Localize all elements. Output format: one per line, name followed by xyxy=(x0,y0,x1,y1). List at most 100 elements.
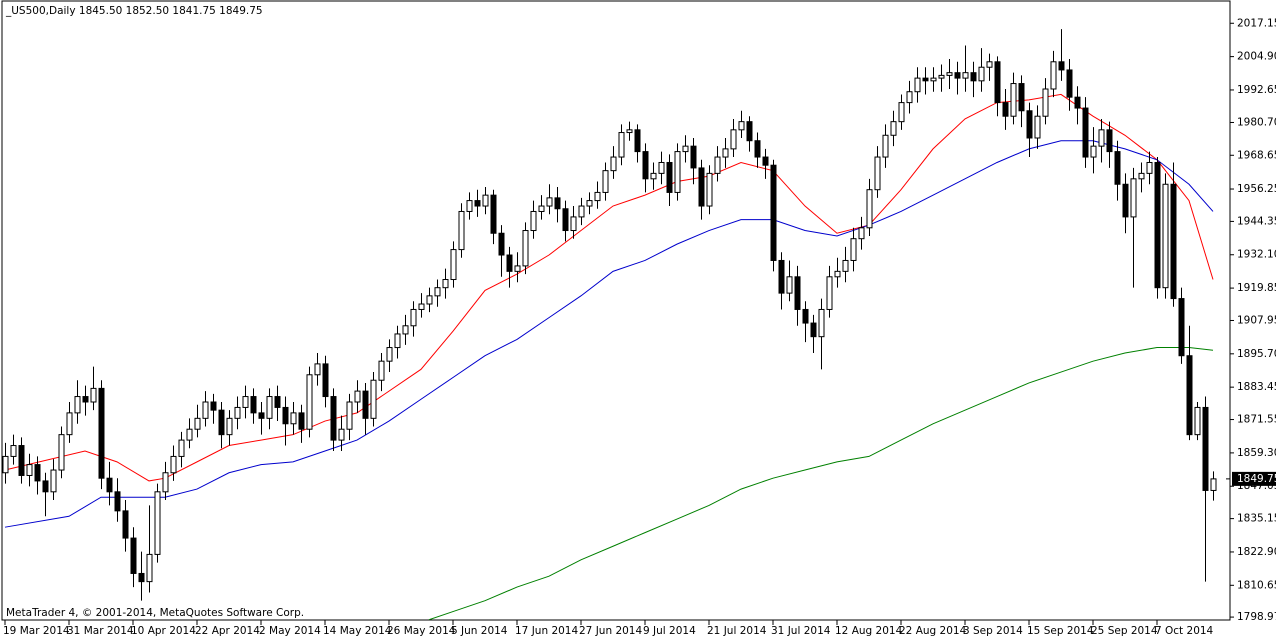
candle-body xyxy=(994,61,1001,104)
candle-body xyxy=(58,434,65,471)
y-tick-label: 1895.70 xyxy=(1237,348,1276,360)
candle-body xyxy=(162,472,169,493)
candle-body xyxy=(290,412,297,425)
y-tick-label: 1835.15 xyxy=(1237,513,1276,525)
candle-body xyxy=(1186,355,1193,436)
x-tick-label: 27 Jun 2014 xyxy=(579,625,642,637)
candle-body xyxy=(1042,88,1049,117)
candle-body xyxy=(882,134,889,158)
candle-body xyxy=(178,439,185,457)
candle-body xyxy=(666,161,673,193)
candle-body xyxy=(562,208,569,232)
candle-body xyxy=(1154,161,1161,289)
candle-body xyxy=(194,417,201,430)
candle-body xyxy=(642,151,649,180)
plot-area xyxy=(2,29,1217,620)
x-tick-label: 22 Apr 2014 xyxy=(195,625,260,637)
x-tick-label: 12 Aug 2014 xyxy=(835,625,903,637)
candle-body xyxy=(898,102,905,123)
x-tick-label: 10 Apr 2014 xyxy=(131,625,196,637)
candle-body xyxy=(266,396,273,419)
y-tick-label: 1980.70 xyxy=(1237,116,1276,128)
candle-body xyxy=(914,77,921,93)
candle-body xyxy=(738,121,745,131)
candle-body xyxy=(842,259,849,272)
candle-body xyxy=(170,455,177,474)
candle-body xyxy=(394,333,401,349)
candle-body xyxy=(658,161,665,174)
candle-body xyxy=(34,464,41,482)
chart-title: _US500,Daily 1845.50 1852.50 1841.75 184… xyxy=(5,5,263,17)
candle-body xyxy=(42,480,49,493)
candle-body xyxy=(610,156,617,172)
candle-body xyxy=(346,401,353,430)
candle-body xyxy=(706,172,713,207)
candle-body xyxy=(450,249,457,281)
candle-body xyxy=(850,238,857,261)
candle-body xyxy=(554,197,561,210)
x-tick-label: 5 Jun 2014 xyxy=(451,625,508,637)
candle-body xyxy=(762,156,769,166)
x-tick-label: 21 Jul 2014 xyxy=(707,625,767,637)
candle-body xyxy=(50,469,57,493)
candle-body xyxy=(2,455,9,474)
x-tick-label: 19 Mar 2014 xyxy=(3,625,70,637)
candle-body xyxy=(338,428,345,441)
candle-body xyxy=(810,322,817,338)
x-tick-label: 7 Oct 2014 xyxy=(1155,625,1214,637)
candle-body xyxy=(426,295,433,305)
x-tick-label: 31 Jul 2014 xyxy=(771,625,831,637)
candle-body xyxy=(306,374,313,430)
x-tick-label: 25 Sep 2014 xyxy=(1091,625,1158,637)
candle-body xyxy=(242,396,249,408)
candle-body xyxy=(722,148,729,158)
candle-body xyxy=(258,412,265,419)
candle-body xyxy=(474,200,481,207)
candle-body xyxy=(418,303,425,310)
candle-body xyxy=(786,276,793,294)
candle-body xyxy=(1026,110,1033,139)
x-tick-label: 14 May 2014 xyxy=(323,625,392,637)
candle-body xyxy=(1178,298,1185,357)
candle-body xyxy=(802,308,809,324)
candle-body xyxy=(154,491,161,555)
candle-body xyxy=(106,477,113,493)
y-tick-label: 1859.30 xyxy=(1237,447,1276,459)
candle-body xyxy=(1050,61,1057,90)
candle-body xyxy=(122,510,129,539)
candle-body xyxy=(746,121,753,142)
candle-body xyxy=(482,194,489,207)
y-tick-label: 1798.97 xyxy=(1237,611,1276,623)
candle-body xyxy=(466,200,473,212)
candle-body xyxy=(578,205,585,218)
candle-body xyxy=(730,129,737,150)
candle-body xyxy=(794,276,801,310)
candle-body xyxy=(1170,183,1177,300)
candle-body xyxy=(834,270,841,278)
y-tick-label: 1956.25 xyxy=(1237,183,1276,195)
candle-body xyxy=(1122,183,1129,218)
candle-body xyxy=(650,172,657,180)
y-tick-label: 1992.65 xyxy=(1237,84,1276,96)
candle-body xyxy=(1194,406,1201,436)
candle-body xyxy=(954,72,961,79)
candle-body xyxy=(978,66,985,82)
candle-body xyxy=(818,308,825,338)
candle-body xyxy=(26,464,33,476)
candle-body xyxy=(1034,115,1041,139)
candle-body xyxy=(186,428,193,441)
candle-body xyxy=(770,164,777,261)
candle-body xyxy=(138,572,145,583)
candle-body xyxy=(202,401,209,419)
candle-body xyxy=(674,151,681,193)
candle-body xyxy=(946,72,953,76)
candle-body xyxy=(970,72,977,82)
candle-body xyxy=(322,363,329,398)
candle-body xyxy=(146,553,153,583)
candle-body xyxy=(698,167,705,207)
candle-body xyxy=(1130,178,1137,218)
candle-body xyxy=(18,445,25,476)
candle-body xyxy=(354,390,361,403)
